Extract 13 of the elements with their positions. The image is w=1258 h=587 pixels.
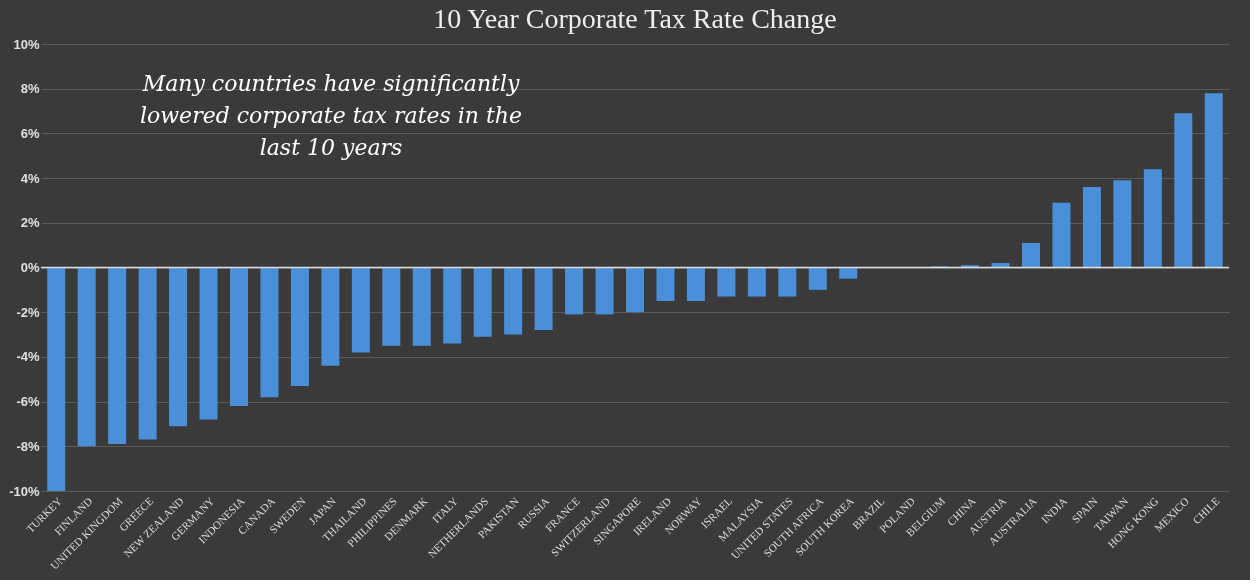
y-tick-label: 6% [20,125,40,141]
y-tick-label: 8% [20,81,40,97]
y-tick-label: 10% [13,36,40,52]
y-tick-label: -8% [16,438,40,454]
y-tick-label: 2% [20,215,40,231]
y-tick-label: -4% [16,349,40,365]
y-tick-label: 4% [20,170,40,186]
y-tick-label: -6% [16,394,40,410]
chart-title: 10 Year Corporate Tax Rate Change [433,3,837,34]
y-tick-label: 0% [20,260,40,275]
annotation: Many countries have significantly lowered corporate tax rates in the last 10 years [139,71,523,160]
y-tick-label: -10% [9,483,40,499]
y-tick-label: -2% [16,304,40,320]
